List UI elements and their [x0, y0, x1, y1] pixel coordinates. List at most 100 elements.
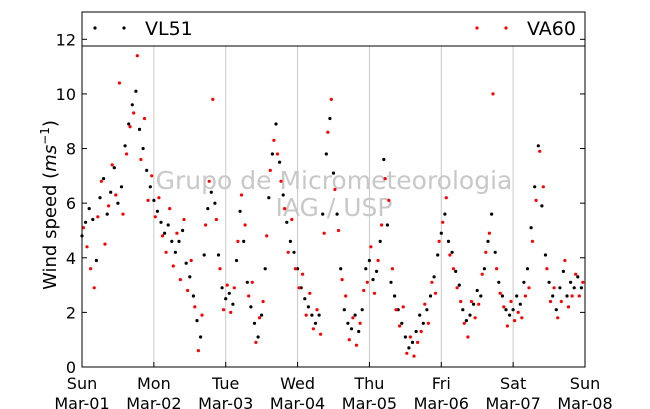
x-axis: SunMar-01MonMar-02TueMar-03WedMar-04ThuM…	[54, 362, 613, 409]
point-vl51	[310, 313, 314, 317]
point-va60	[178, 278, 182, 282]
point-va60	[326, 130, 330, 134]
point-vl51	[446, 239, 451, 243]
point-vl51	[116, 201, 120, 205]
point-va60	[182, 217, 186, 222]
y-tick-label: 2	[66, 303, 76, 322]
point-vl51	[371, 278, 375, 282]
point-va60	[419, 329, 423, 334]
point-vl51	[112, 166, 116, 170]
point-vl51	[428, 294, 433, 298]
point-va60	[527, 286, 531, 290]
point-vl51	[522, 280, 526, 284]
point-vl51	[134, 89, 138, 93]
plot-frame	[81, 11, 586, 368]
point-va60	[92, 286, 96, 290]
point-va60	[541, 185, 545, 189]
point-va60	[150, 174, 154, 178]
point-vl51	[159, 220, 163, 224]
point-vl51	[127, 122, 131, 126]
point-va60	[333, 187, 337, 192]
point-va60	[416, 340, 420, 344]
point-vl51	[195, 319, 199, 323]
point-vl51	[490, 212, 494, 216]
point-va60	[218, 267, 222, 271]
point-vl51	[91, 217, 95, 222]
point-va60	[283, 207, 287, 211]
point-vl51	[152, 198, 156, 202]
point-vl51	[166, 223, 170, 227]
point-vl51	[497, 280, 501, 284]
point-va60	[222, 308, 226, 312]
point-va60	[563, 258, 567, 263]
point-va60	[239, 193, 244, 197]
point-vl51	[98, 196, 102, 200]
point-va60	[214, 217, 218, 222]
point-va60	[459, 299, 463, 304]
point-vl51	[303, 297, 307, 301]
point-va60	[211, 97, 215, 101]
point-vl51	[119, 185, 124, 189]
point-vl51	[331, 171, 336, 175]
point-va60	[229, 310, 233, 314]
point-vl51	[525, 267, 530, 271]
point-vl51	[267, 196, 271, 200]
point-vl51	[450, 250, 454, 254]
point-va60	[509, 299, 513, 304]
point-vl51	[378, 239, 382, 243]
point-va60	[523, 294, 528, 298]
point-va60	[146, 198, 150, 202]
legend-marker-vl51-b	[122, 26, 126, 30]
x-tick-label-date: Mar-02	[126, 394, 181, 409]
point-vl51	[436, 253, 440, 257]
point-va60	[513, 319, 517, 323]
point-va60	[322, 231, 326, 235]
legend-label-vl51: VL51	[145, 18, 193, 40]
point-va60	[466, 335, 470, 339]
point-vl51	[579, 286, 584, 290]
point-vl51	[252, 321, 257, 325]
point-vl51	[511, 308, 515, 312]
point-vl51	[260, 313, 264, 317]
point-va60	[175, 231, 179, 235]
point-va60	[423, 302, 427, 306]
point-vl51	[393, 294, 397, 298]
point-va60	[261, 299, 265, 304]
point-va60	[398, 324, 402, 328]
point-vl51	[472, 302, 476, 306]
point-vl51	[407, 346, 411, 350]
point-va60	[196, 349, 200, 353]
point-va60	[85, 245, 89, 249]
point-vl51	[328, 116, 332, 121]
point-va60	[477, 302, 481, 306]
x-tick-label-day: Thu	[353, 374, 384, 393]
point-va60	[534, 198, 538, 202]
point-va60	[336, 228, 341, 233]
point-vl51	[202, 253, 206, 257]
point-va60	[347, 338, 351, 342]
point-vl51	[213, 201, 217, 205]
point-va60	[315, 308, 319, 312]
point-vl51	[321, 212, 325, 216]
point-vl51	[324, 152, 328, 156]
point-va60	[132, 111, 136, 115]
point-va60	[297, 286, 301, 290]
point-va60	[538, 149, 542, 153]
x-tick-label-date: Mar-06	[414, 394, 469, 409]
point-vl51	[209, 190, 213, 194]
y-tick-label: 8	[66, 140, 76, 159]
point-va60	[186, 288, 190, 293]
point-va60	[577, 294, 581, 298]
point-vl51	[518, 302, 522, 306]
point-vl51	[256, 335, 260, 339]
point-va60	[548, 299, 553, 304]
point-va60	[516, 310, 520, 314]
point-va60	[125, 152, 129, 156]
point-va60	[405, 351, 409, 355]
point-vl51	[242, 239, 246, 243]
point-va60	[96, 215, 100, 219]
point-vl51	[335, 212, 339, 216]
legend: VL51 VA60	[82, 18, 585, 47]
point-va60	[408, 335, 412, 339]
point-va60	[254, 340, 258, 344]
